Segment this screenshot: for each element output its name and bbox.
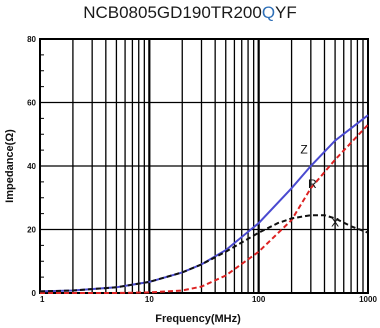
plot-frame bbox=[39, 38, 369, 294]
x-tick-label: 1 bbox=[40, 295, 45, 304]
series-label-x: X bbox=[331, 215, 339, 229]
title-part-prefix: NCB0805GD190TR200 bbox=[83, 3, 262, 22]
x-axis-label: Frequency(MHz) bbox=[155, 313, 241, 325]
series-label-z: Z bbox=[300, 142, 307, 156]
y-tick-label: 40 bbox=[27, 162, 36, 171]
x-tick-label: 10 bbox=[145, 295, 154, 304]
series-label-r: R bbox=[308, 177, 317, 191]
series-line-x bbox=[39, 214, 369, 293]
series-line-r bbox=[40, 124, 369, 294]
chart-title: NCB0805GD190TR200QYF bbox=[0, 3, 380, 23]
y-tick-label: 0 bbox=[32, 289, 37, 298]
x-tick-label: 1000 bbox=[359, 295, 377, 304]
y-tick-label: 20 bbox=[27, 226, 36, 235]
y-axis-label: Impedance(Ω) bbox=[4, 129, 16, 203]
y-tick-label: 80 bbox=[27, 35, 36, 44]
title-part-highlight: Q bbox=[261, 3, 276, 22]
title-part-suffix: YF bbox=[275, 3, 297, 22]
x-tick-label: 100 bbox=[252, 295, 266, 304]
y-tick-label: 60 bbox=[27, 99, 36, 108]
